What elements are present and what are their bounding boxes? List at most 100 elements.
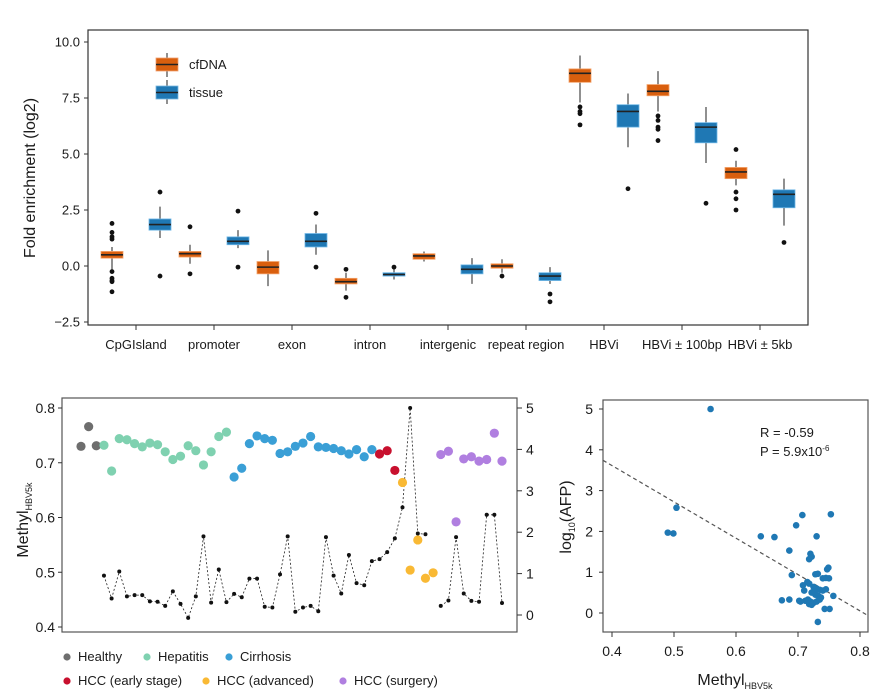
correlation-y-axis-label: log10(AFP): [558, 480, 577, 553]
tissue-box-5: [538, 267, 562, 305]
correlation-point: [799, 511, 806, 519]
methyl-point-hcc-surgery: [443, 446, 454, 456]
methyl-point-hcc-surgery: [482, 454, 492, 465]
correlation-point: [799, 581, 807, 589]
correlation-y-tick-label: 5: [585, 401, 593, 417]
cfdna-box-2: [256, 250, 280, 287]
correlation-point: [822, 586, 830, 593]
afp-connector: [440, 514, 503, 607]
correlation-point: [664, 529, 672, 536]
box-outlier: [655, 118, 661, 123]
box-outlier: [109, 236, 115, 242]
box-outlier: [109, 221, 115, 226]
correlation-point: [771, 533, 778, 541]
box-outlier: [109, 230, 115, 235]
sample-right-y-tick-label: 4: [526, 441, 534, 457]
boxplot-x-tick-label: promoter: [188, 337, 241, 352]
afp-point: [163, 603, 168, 608]
correlation-y-tick-label: 0: [585, 605, 593, 621]
methyl-point-hcc-surgery: [466, 452, 476, 462]
methyl-point-cirrhosis: [244, 438, 254, 449]
box-outlier: [655, 138, 661, 143]
afp-point: [331, 573, 336, 578]
afp-point: [316, 609, 321, 614]
methyl-point-healthy: [76, 441, 86, 451]
sample-right-y-tick-label: 1: [526, 566, 534, 582]
methyl-point-hcc-early-stage: [382, 446, 392, 456]
afp-point: [354, 581, 359, 586]
boxplot-x-tick-label: HBVi: [589, 337, 618, 352]
correlation-point: [792, 521, 800, 529]
methyl-point-cirrhosis: [336, 446, 346, 456]
correlation-y-label-suffix: (AFP): [558, 480, 575, 522]
afp-point: [262, 604, 267, 609]
box-outlier: [313, 210, 319, 216]
correlation-x-axis-label: MethylHBV5k: [697, 672, 773, 691]
boxplot-y-tick-label: 2.5: [62, 203, 80, 218]
afp-point: [247, 576, 252, 581]
afp-point: [232, 591, 237, 596]
boxplot-y-axis-label: Fold enrichment (log2): [22, 98, 39, 258]
methyl-point-hepatitis: [198, 460, 209, 470]
afp-point: [209, 600, 214, 605]
legend-label: Cirrhosis: [240, 649, 292, 664]
legend-item-cirrhosis: Cirrhosis: [225, 649, 292, 664]
cfdna-box-4: [412, 251, 436, 262]
afp-point: [423, 532, 428, 537]
correlation-point: [813, 532, 820, 540]
cfdna-box-7: [646, 71, 670, 143]
afp-point: [454, 535, 459, 540]
sample-left-y-axis: 0.8 0.7 0.6 0.5 0.4: [36, 400, 62, 635]
cfdna-box-6: [568, 55, 592, 128]
boxplot-x-tick-label: HBVi ± 100bp: [642, 337, 722, 352]
box-outlier: [703, 200, 709, 206]
boxplot-x-axis: CpGIsland promoter exon intron intergenic rep…: [105, 325, 792, 352]
methyl-point-cirrhosis: [321, 442, 331, 453]
correlation-y-tick-label: 1: [585, 564, 593, 580]
correlation-point: [814, 618, 822, 626]
methyl-point-hcc-surgery: [436, 449, 446, 460]
afp-point: [178, 601, 183, 606]
box-outlier: [655, 126, 661, 132]
afp-point: [101, 573, 106, 578]
box-iqr: [304, 233, 328, 248]
tissue-box-2: [304, 210, 328, 270]
correlation-x-tick-label: 0.7: [788, 643, 808, 659]
cfdna-box-3: [334, 266, 358, 300]
afp-point: [109, 596, 114, 601]
box-outlier: [157, 273, 163, 279]
afp-point: [400, 505, 405, 510]
correlation-y-axis: 5 4 3 2 1 0: [585, 401, 603, 621]
legend-item-tissue: tissue: [155, 80, 223, 104]
sample-y-axis-label: MethylHBV5k: [15, 482, 34, 558]
afp-point: [477, 599, 482, 604]
box-outlier: [235, 208, 241, 214]
methyl-point-hepatitis: [168, 454, 178, 465]
sample-panel: 0.8 0.7 0.6 0.5 0.4 5 4 3 2 1 0 MethylHBV5k Healt…: [15, 397, 534, 688]
correlation-x-label-main: Methyl: [697, 672, 744, 689]
afp-point: [323, 535, 328, 540]
methyl-point-cirrhosis: [367, 445, 377, 455]
tissue-box-8: [772, 178, 796, 245]
sample-y-label-main: Methyl: [15, 510, 32, 557]
afp-point: [369, 559, 374, 564]
methyl-point-hepatitis: [221, 427, 232, 437]
boxplot-y-tick-label: 10.0: [55, 35, 80, 50]
correlation-point: [814, 570, 822, 578]
sample-right-y-tick-label: 2: [526, 524, 534, 540]
methyl-point-hepatitis: [175, 451, 186, 461]
methyl-point-hepatitis: [107, 466, 117, 476]
boxplot-boxes: [100, 55, 796, 305]
afp-point: [124, 594, 129, 599]
correlation-point: [825, 575, 833, 582]
cfdna-box-1: [178, 224, 202, 277]
boxplot-y-tick-label: −2.5: [54, 315, 80, 330]
sample-right-y-tick-label: 3: [526, 483, 534, 499]
boxplot-x-tick-label: CpGIsland: [105, 337, 166, 352]
methyl-point-cirrhosis: [298, 438, 308, 448]
box-outlier: [733, 196, 739, 202]
correlation-x-tick-label: 0.6: [726, 643, 746, 659]
methyl-point-healthy: [91, 441, 101, 451]
methyl-point-cirrhosis: [290, 441, 300, 451]
boxplot-x-tick-label: intergenic: [420, 337, 477, 352]
